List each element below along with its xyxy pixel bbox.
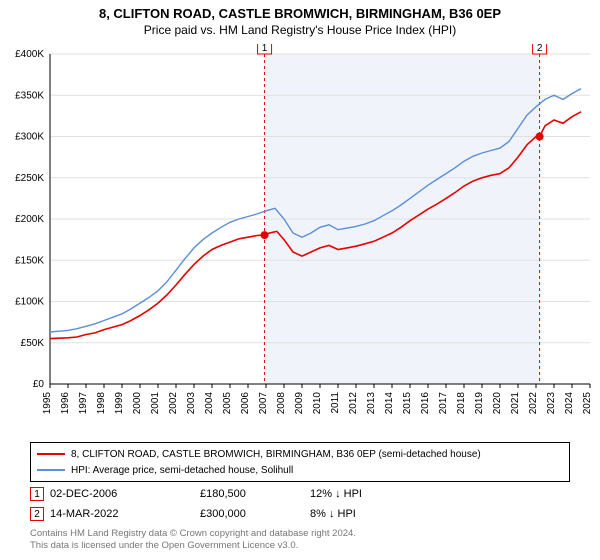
x-tick-label: 1997 <box>78 392 89 414</box>
event-delta: 12% ↓ HPI <box>310 488 510 500</box>
x-tick-label: 2023 <box>546 392 557 414</box>
event-price: £180,500 <box>200 488 310 500</box>
x-tick-label: 2007 <box>258 392 269 414</box>
x-tick-label: 2013 <box>366 392 377 414</box>
x-tick-label: 2019 <box>474 392 485 414</box>
legend-item: 8, CLIFTON ROAD, CASTLE BROMWICH, BIRMIN… <box>37 446 563 462</box>
footer-line1: Contains HM Land Registry data © Crown c… <box>30 528 570 540</box>
y-tick-label: £300K <box>15 132 44 143</box>
chart-svg: £0 £50K £100K £150K £200K £250K £300K £350K £400… <box>6 44 594 414</box>
x-tick-label: 2009 <box>294 392 305 414</box>
event-marker-box: 2 <box>30 507 44 521</box>
event-dot <box>261 231 269 239</box>
x-tick-label: 1999 <box>114 392 125 414</box>
y-tick-label: £150K <box>15 255 44 266</box>
event-date: 14-MAR-2022 <box>50 508 200 520</box>
x-tick-label: 2006 <box>240 392 251 414</box>
x-tick-label: 2014 <box>384 392 395 414</box>
events-table: 1 02-DEC-2006£180,50012% ↓ HPI 2 14-MAR-202… <box>30 484 570 524</box>
footer-line2: This data is licensed under the Open Gov… <box>30 540 570 552</box>
x-tick-label: 2017 <box>438 392 449 414</box>
event-dot <box>536 133 544 141</box>
x-tick-label: 2001 <box>150 392 161 414</box>
event-delta: 8% ↓ HPI <box>310 508 510 520</box>
y-tick-label: £350K <box>15 90 44 101</box>
chart-plot-region: £0 £50K £100K £150K £200K £250K £300K £350K £400… <box>6 44 594 414</box>
x-tick-label: 2025 <box>582 392 593 414</box>
x-tick-label: 2010 <box>312 392 323 414</box>
x-tick-label: 2002 <box>168 392 179 414</box>
legend-item: HPI: Average price, semi-detached house,… <box>37 462 563 478</box>
legend-swatch <box>37 469 65 471</box>
y-tick-label: £250K <box>15 173 44 184</box>
y-tick-label: £400K <box>15 49 44 60</box>
y-tick-label: £50K <box>21 338 45 349</box>
x-tick-label: 2003 <box>186 392 197 414</box>
x-tick-label: 1996 <box>60 392 71 414</box>
x-tick-label: 2008 <box>276 392 287 414</box>
x-tick-label: 1998 <box>96 392 107 414</box>
x-tick-label: 2022 <box>528 392 539 414</box>
x-tick-label: 2004 <box>204 392 215 414</box>
x-tick-label: 2018 <box>456 392 467 414</box>
event-marker-label-top: 2 <box>537 44 543 54</box>
chart-title-line1: 8, CLIFTON ROAD, CASTLE BROMWICH, BIRMIN… <box>0 0 600 21</box>
legend-swatch <box>37 453 65 455</box>
y-tick-label: £100K <box>15 297 44 308</box>
x-tick-label: 2024 <box>564 392 575 414</box>
event-date: 02-DEC-2006 <box>50 488 200 500</box>
y-tick-label: £0 <box>33 379 45 390</box>
legend: 8, CLIFTON ROAD, CASTLE BROMWICH, BIRMIN… <box>30 442 570 482</box>
legend-label: 8, CLIFTON ROAD, CASTLE BROMWICH, BIRMIN… <box>71 449 481 460</box>
x-tick-label: 2011 <box>330 392 341 414</box>
chart-container: 8, CLIFTON ROAD, CASTLE BROMWICH, BIRMIN… <box>0 0 600 560</box>
legend-label: HPI: Average price, semi-detached house,… <box>71 465 293 476</box>
x-tick-label: 1995 <box>42 392 53 414</box>
x-tick-label: 2015 <box>402 392 413 414</box>
x-tick-label: 2012 <box>348 392 359 414</box>
chart-title-line2: Price paid vs. HM Land Registry's House … <box>0 23 600 37</box>
event-price: £300,000 <box>200 508 310 520</box>
x-tick-label: 2005 <box>222 392 233 414</box>
event-marker-label-top: 1 <box>262 44 268 54</box>
x-tick-label: 2021 <box>510 392 521 414</box>
attribution-footer: Contains HM Land Registry data © Crown c… <box>30 528 570 552</box>
x-tick-label: 2000 <box>132 392 143 414</box>
event-marker-box: 1 <box>30 487 44 501</box>
y-tick-label: £200K <box>15 214 44 225</box>
event-row: 1 02-DEC-2006£180,50012% ↓ HPI <box>30 484 570 504</box>
x-tick-label: 2016 <box>420 392 431 414</box>
event-row: 2 14-MAR-2022£300,0008% ↓ HPI <box>30 504 570 524</box>
x-tick-label: 2020 <box>492 392 503 414</box>
